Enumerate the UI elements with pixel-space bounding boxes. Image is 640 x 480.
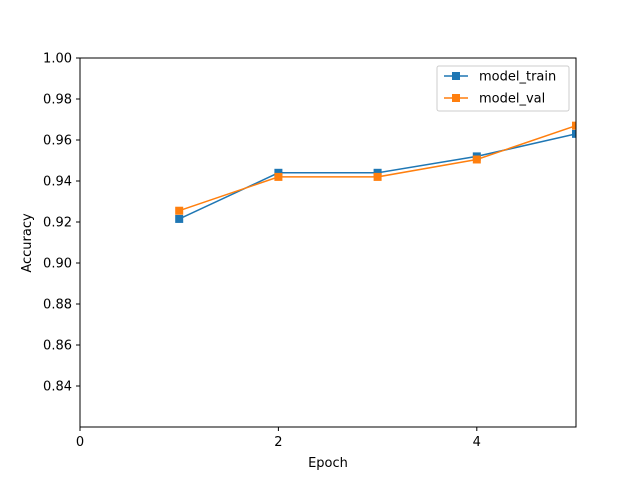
- y-axis-ticks: 0.84 0.86 0.88 0.90 0.92 0.94 0.96 0.98 1.00: [43, 52, 80, 395]
- y-tick-label: 0.94: [43, 175, 72, 190]
- x-tick-label: 2: [274, 435, 282, 450]
- plot-area-frame: [79, 57, 577, 428]
- data-point-model_val-4: [472, 155, 481, 164]
- y-axis-label: Accuracy: [20, 213, 35, 273]
- legend-label-model_train: model_train: [479, 70, 556, 85]
- series-layer: [175, 121, 576, 223]
- legend-label-model_val: model_val: [479, 92, 545, 107]
- legend-swatch-marker-model_train: [452, 72, 460, 80]
- y-tick-label: 0.98: [43, 93, 72, 108]
- data-point-model_train-2: [274, 168, 283, 177]
- y-tick-label: 0.90: [43, 257, 72, 272]
- y-tick-label: 0.92: [43, 216, 72, 231]
- data-point-model_train-3: [373, 168, 382, 177]
- y-tick-label: 0.88: [43, 298, 72, 313]
- legend: model_train model_val: [436, 65, 570, 112]
- x-axis-ticks: 0 2 4: [76, 427, 481, 450]
- y-tick-label: 0.84: [43, 380, 72, 395]
- x-axis-label: Epoch: [308, 456, 348, 471]
- y-tick-label: 0.86: [43, 339, 72, 354]
- legend-swatch-marker-model_val: [452, 94, 460, 102]
- y-tick-label: 1.00: [43, 52, 72, 67]
- data-point-model_val-5: [572, 121, 576, 130]
- legend-frame: [436, 65, 570, 112]
- y-tick-label: 0.96: [43, 134, 72, 149]
- x-tick-label: 4: [473, 435, 481, 450]
- x-tick-label: 0: [76, 435, 84, 450]
- data-point-model_val-3: [373, 172, 382, 181]
- data-point-model_train-1: [175, 214, 184, 223]
- data-point-model_val-2: [274, 172, 283, 181]
- data-point-model_train-5: [572, 129, 576, 138]
- data-point-model_val-1: [175, 206, 184, 215]
